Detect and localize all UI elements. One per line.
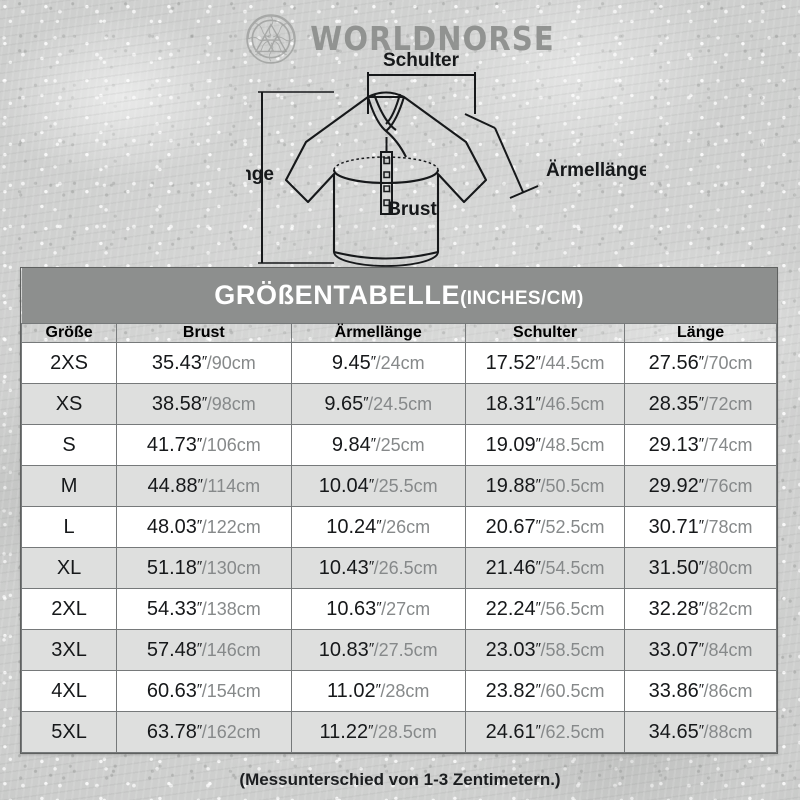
table-row: 4XL 60.63″/154cm 11.02″/28cm 23.82″/60.5cm 3… (20, 670, 777, 712)
cell-sleeve-length: 10.43″/26.5cm (290, 547, 466, 589)
cell-sleeve-length: 9.45″/24cm (290, 342, 466, 384)
table-row: XS 38.58″/98cm 9.65″/24.5cm 18.31″/46.5cm 28… (20, 383, 777, 425)
cell-size: L (20, 506, 118, 548)
cell-length: 30.71″/78cm (624, 506, 777, 548)
cell-size: 4XL (20, 670, 118, 712)
column-header-length: Länge (624, 323, 777, 343)
cell-sleeve-length: 10.83″/27.5cm (290, 629, 466, 671)
cell-chest: 60.63″/154cm (116, 670, 292, 712)
cell-length: 32.28″/82cm (624, 588, 777, 630)
table-title-row: GRÖßENTABELLE(INCHES/CM) (21, 268, 777, 324)
table-row: L 48.03″/122cm 10.24″/26cm 20.67″/52.5cm 30.… (20, 506, 777, 548)
cell-length: 29.13″/74cm (624, 424, 777, 466)
table-row: 2XL 54.33″/138cm 10.63″/27cm 22.24″/56.5cm 3… (20, 588, 777, 630)
cell-sleeve-length: 11.02″/28cm (290, 670, 466, 712)
henley-shirt-outline-icon (284, 91, 488, 260)
cell-length: 33.86″/86cm (624, 670, 777, 712)
garment-measurement-diagram: Schulter Ärmellänge Länge Brust (246, 52, 646, 267)
cell-chest: 51.18″/130cm (116, 547, 292, 589)
cell-shoulder: 24.61″/62.5cm (464, 711, 626, 753)
button-placket-icon (380, 137, 393, 215)
cell-chest: 35.43″/90cm (116, 342, 292, 384)
table-body: 2XS 35.43″/90cm 9.45″/24cm 17.52″/44.5cm 27.… (20, 342, 777, 753)
cell-shoulder: 20.67″/52.5cm (464, 506, 626, 548)
chest-label: Brust (387, 199, 437, 220)
cell-length: 31.50″/80cm (624, 547, 777, 589)
valknut-knotwork-logo-icon (246, 14, 297, 64)
cell-size: 2XS (20, 342, 118, 384)
cell-size: 2XL (20, 588, 118, 630)
column-header-sleeve: Ärmellänge (290, 323, 466, 343)
brand-name: WORLDNORSE (310, 19, 555, 59)
cell-length: 34.65″/88cm (624, 711, 777, 753)
cell-shoulder: 23.03″/58.5cm (464, 629, 626, 671)
cell-sleeve-length: 10.63″/27cm (290, 588, 466, 630)
shoulder-dimension-line (367, 72, 476, 114)
table-title-main: GRÖßENTABELLE (214, 280, 461, 310)
cell-size: S (20, 424, 118, 466)
table-row: M 44.88″/114cm 10.04″/25.5cm 19.88″/50.5cm 2… (20, 465, 777, 507)
cell-length: 27.56″/70cm (624, 342, 777, 384)
measurement-tolerance-note: (Messunterschied von 1-3 Zentimetern.) (239, 770, 561, 789)
cell-chest: 41.73″/106cm (116, 424, 292, 466)
cell-size: 5XL (20, 711, 118, 753)
cell-sleeve-length: 9.65″/24.5cm (290, 383, 466, 425)
cell-shoulder: 21.46″/54.5cm (464, 547, 626, 589)
cell-length: 29.92″/76cm (624, 465, 777, 507)
cell-shoulder: 18.31″/46.5cm (464, 383, 626, 425)
cell-shoulder: 22.24″/56.5cm (464, 588, 626, 630)
cell-chest: 38.58″/98cm (116, 383, 292, 425)
length-label: Länge (246, 164, 274, 185)
cell-shoulder: 19.88″/50.5cm (464, 465, 626, 507)
table-row: S 41.73″/106cm 9.84″/25cm 19.09″/48.5cm 29.1… (20, 424, 777, 466)
cell-size: XL (20, 547, 118, 589)
table-title-sub: (INCHES/CM) (460, 288, 584, 309)
hem-curve (333, 251, 439, 267)
table-header-row: Größe Brust Ärmellänge Schulter Länge (20, 323, 777, 343)
column-header-chest: Brust (116, 323, 292, 343)
cell-chest: 57.48″/146cm (116, 629, 292, 671)
cell-size: 3XL (20, 629, 118, 671)
table-row: 3XL 57.48″/146cm 10.83″/27.5cm 23.03″/58.5c… (20, 629, 777, 671)
cell-shoulder: 19.09″/48.5cm (464, 424, 626, 466)
table-row: XL 51.18″/130cm 10.43″/26.5cm 21.46″/54.5cm… (20, 547, 777, 589)
cell-sleeve-length: 10.24″/26cm (290, 506, 466, 548)
cell-shoulder: 23.82″/60.5cm (464, 670, 626, 712)
cell-sleeve-length: 11.22″/28.5cm (290, 711, 466, 753)
sleeve-length-label: Ärmellänge (546, 160, 646, 181)
cell-sleeve-length: 10.04″/25.5cm (290, 465, 466, 507)
size-chart-table: GRÖßENTABELLE(INCHES/CM) Größe Brust Ärm… (20, 268, 777, 753)
cell-sleeve-length: 9.84″/25cm (290, 424, 466, 466)
table-row: 2XS 35.43″/90cm 9.45″/24cm 17.52″/44.5cm 27.… (20, 342, 777, 384)
cell-size: XS (20, 383, 118, 425)
length-dimension-line (258, 91, 334, 264)
cell-chest: 63.78″/162cm (116, 711, 292, 753)
brand-header: WORLDNORSE (0, 10, 800, 68)
chest-ellipse-solid-bottom (332, 169, 440, 185)
sleeve-length-dimension-line (464, 113, 539, 199)
column-header-size: Größe (20, 323, 118, 343)
cell-chest: 44.88″/114cm (116, 465, 292, 507)
table-title: GRÖßENTABELLE(INCHES/CM) (21, 268, 777, 324)
cell-chest: 48.03″/122cm (116, 506, 292, 548)
column-header-shoulder: Schulter (464, 323, 626, 343)
table-row: 5XL 63.78″/162cm 11.22″/28.5cm 24.61″/62.5c… (20, 711, 777, 753)
cell-length: 28.35″/72cm (624, 383, 777, 425)
size-chart-table-container: GRÖßENTABELLE(INCHES/CM) Größe Brust Ärm… (20, 267, 778, 754)
cell-length: 33.07″/84cm (624, 629, 777, 671)
cell-chest: 54.33″/138cm (116, 588, 292, 630)
shoulder-label: Schulter (383, 52, 460, 71)
cell-size: M (20, 465, 118, 507)
cell-shoulder: 17.52″/44.5cm (464, 342, 626, 384)
